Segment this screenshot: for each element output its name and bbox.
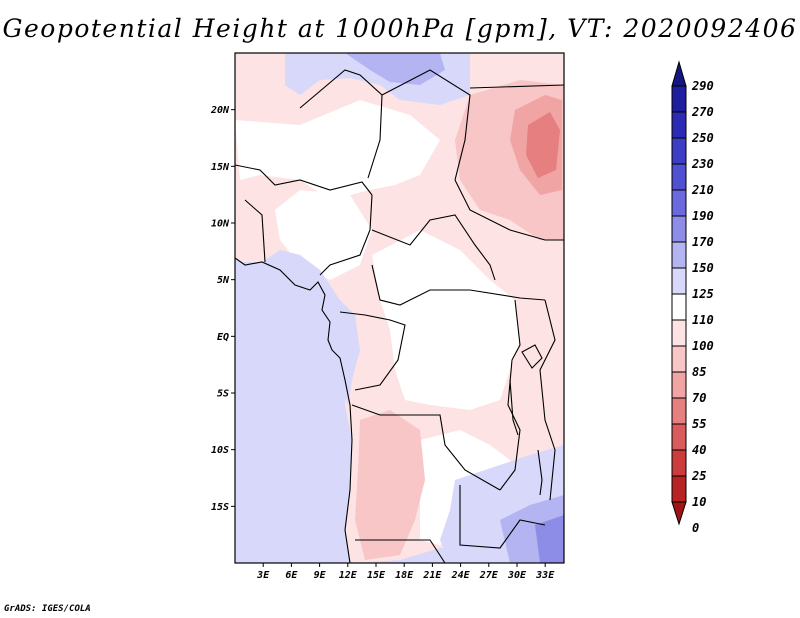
longitude-axis: 3E 6E 9E 12E 15E 18E 21E 24E 27E 30E 33E xyxy=(256,563,555,581)
border-west-2 xyxy=(244,199,266,263)
field-red-southwest xyxy=(355,410,425,560)
border-north-2 xyxy=(381,69,471,181)
colorbar-label: 210 xyxy=(691,183,714,197)
borders xyxy=(235,69,564,563)
colorbar-swatch xyxy=(671,371,687,399)
colorbar-swatch xyxy=(671,319,687,347)
colorbar-swatch xyxy=(671,189,687,217)
field-blue-north-deep xyxy=(345,53,445,85)
field-blue-coast xyxy=(262,250,360,405)
lat-tick-label: 15N xyxy=(211,162,230,173)
border-south-1 xyxy=(351,404,501,491)
border-east-1 xyxy=(454,179,564,241)
colorbar-label: 40 xyxy=(692,443,706,457)
colorbar-label: 55 xyxy=(692,417,706,431)
border-central-2 xyxy=(371,214,496,281)
colorbar-top-arrow xyxy=(671,60,687,87)
colorbar-label: 290 xyxy=(691,79,714,93)
colorbar-label: 250 xyxy=(691,131,714,145)
lon-tick-label: 18E xyxy=(395,570,414,581)
lon-tick-label: 30E xyxy=(507,570,527,581)
colorbar-label: 110 xyxy=(692,313,714,327)
colorbar-label: 230 xyxy=(691,157,714,171)
coastline xyxy=(235,257,353,563)
colorbar-swatch xyxy=(671,293,687,321)
lon-tick-label: 33E xyxy=(535,570,555,581)
lon-tick-label: 27E xyxy=(479,570,499,581)
border-central-4 xyxy=(339,311,406,391)
colorbar-bottom-arrow xyxy=(671,501,687,526)
colorbar-swatch xyxy=(671,241,687,269)
colorbar-swatch xyxy=(671,85,687,113)
colorbar-swatch xyxy=(671,267,687,295)
colorbar-swatch xyxy=(671,163,687,191)
lon-tick-label: 6E xyxy=(285,570,298,581)
lon-tick-label: 24E xyxy=(451,570,471,581)
border-east-3 xyxy=(539,299,556,501)
lat-tick-label: 5N xyxy=(217,275,230,286)
border-north-1 xyxy=(299,69,383,179)
lat-tick-label: 10S xyxy=(211,445,229,456)
colorbar-swatch xyxy=(671,345,687,373)
lake-malawi xyxy=(537,449,543,496)
lat-tick-label: 5S xyxy=(217,389,229,400)
colorbar-label: 125 xyxy=(692,287,714,301)
colorbar-label: 70 xyxy=(692,391,706,405)
lat-tick-label: EQ xyxy=(217,332,229,343)
colorbar-label: 10 xyxy=(692,495,706,509)
colorbar-swatch xyxy=(671,449,687,477)
lon-tick-label: 21E xyxy=(422,570,442,581)
colorbar: 2902702502302101901701501251101008570554… xyxy=(671,60,714,535)
border-central-3 xyxy=(371,264,546,306)
field-red-east-peak xyxy=(526,112,560,178)
border-central-1 xyxy=(319,194,373,276)
colorbar-label: 25 xyxy=(691,469,706,483)
lake-victoria xyxy=(521,344,543,369)
map-title: Geopotential Height at 1000hPa [gpm], VT… xyxy=(2,14,798,43)
colorbar-swatch xyxy=(671,397,687,425)
border-east-2 xyxy=(499,299,521,491)
colorbar-swatch xyxy=(671,111,687,139)
colorbar-label: 170 xyxy=(692,235,714,249)
colorbar-label: 270 xyxy=(691,105,714,119)
field-white-2 xyxy=(372,230,520,410)
lon-tick-label: 9E xyxy=(314,570,327,581)
height-field xyxy=(235,53,564,563)
lon-tick-label: 15E xyxy=(367,570,386,581)
colorbar-swatch xyxy=(671,215,687,243)
latitude-axis: 20N 15N 10N 5N EQ 5S 10S 15S xyxy=(210,105,235,513)
lat-tick-label: 10N xyxy=(211,219,230,230)
footer-credit: GrADS: IGES/COLA xyxy=(4,604,91,614)
colorbar-swatch xyxy=(671,475,687,503)
field-blue-southeast-core xyxy=(535,515,564,563)
colorbar-label: 100 xyxy=(692,339,714,353)
colorbar-swatch xyxy=(671,137,687,165)
lat-tick-label: 15S xyxy=(211,502,229,513)
lat-tick-label: 20N xyxy=(210,105,230,116)
border-south-2 xyxy=(355,539,446,563)
field-white-1 xyxy=(235,100,440,200)
border-south-3 xyxy=(459,485,546,549)
colorbar-label: 0 xyxy=(692,521,699,535)
colorbar-label: 190 xyxy=(692,209,714,223)
colorbar-label: 85 xyxy=(692,365,706,379)
lon-tick-label: 3E xyxy=(256,570,270,581)
border-north-3 xyxy=(469,84,564,89)
map-frame xyxy=(234,52,565,564)
border-west-1 xyxy=(235,164,373,196)
colorbar-swatch xyxy=(671,423,687,451)
colorbar-label: 150 xyxy=(692,261,714,275)
lon-tick-label: 12E xyxy=(339,570,358,581)
lake-tanganyika xyxy=(509,379,519,436)
